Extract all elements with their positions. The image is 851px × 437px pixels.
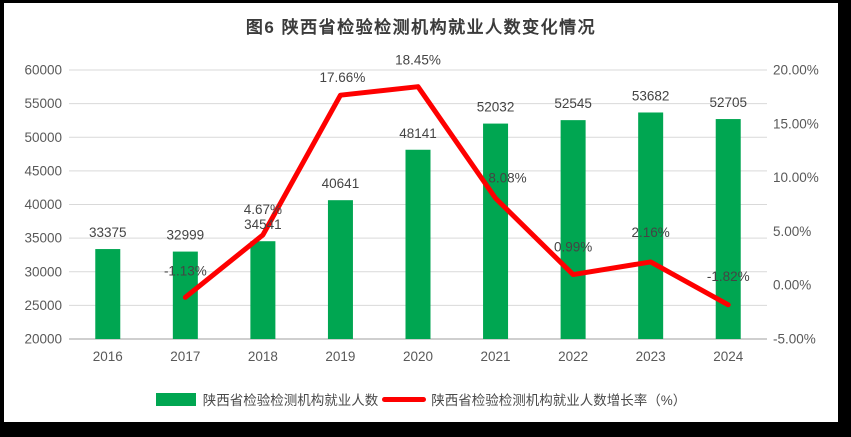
bar-series-swatch — [155, 392, 196, 406]
x-axis-category-label: 2019 — [325, 349, 355, 364]
right-axis-tick-label: 0.00% — [773, 278, 811, 293]
bar-2020 — [405, 149, 431, 339]
right-axis-tick-label: 20.00% — [773, 63, 819, 78]
legend-label-employment: 陕西省检验检测机构就业人数 — [202, 393, 379, 408]
growth-rate-line — [182, 84, 731, 308]
bar-2023 — [638, 112, 664, 339]
x-axis-category-label: 2020 — [403, 349, 433, 364]
rate-value-label: -1.13% — [164, 263, 207, 278]
rate-value-label: -1.82% — [707, 269, 750, 284]
rate-value-label: 8.08% — [488, 170, 526, 185]
x-axis-category-label: 2023 — [636, 349, 666, 364]
x-axis-category-label: 2021 — [481, 349, 511, 364]
chart-canvas: 图6 陕西省检验检测机构就业人数变化情况 60000 55000 50000 4500… — [4, 3, 838, 422]
left-axis-tick-label: 50000 — [24, 130, 62, 145]
x-axis-category-label: 2018 — [248, 349, 278, 364]
bar-2022 — [560, 120, 586, 339]
combo-chart-plot-area: 60000 55000 50000 45000 40000 35000 30000 25000… — [24, 53, 819, 364]
left-axis-tick-label: 45000 — [24, 163, 62, 178]
bar-2021 — [483, 123, 509, 339]
rate-value-label: 2.16% — [632, 225, 670, 240]
rate-value-label: 0.99% — [554, 240, 592, 255]
bar-value-label: 53682 — [632, 88, 670, 103]
bar-2019 — [327, 200, 353, 339]
bar-value-label: 33375 — [89, 225, 127, 240]
x-axis-category-label: 2017 — [170, 349, 200, 364]
rate-value-label: 4.67% — [244, 202, 282, 217]
bar-value-label: 40641 — [322, 176, 360, 191]
bar-value-label: 52032 — [477, 100, 515, 115]
right-axis-tick-label: -5.00% — [773, 332, 816, 347]
left-axis-tick-label: 20000 — [24, 332, 62, 347]
left-axis-tick-label: 40000 — [24, 197, 62, 212]
right-axis-tick-label: 15.00% — [773, 116, 819, 131]
legend-label-growth-rate: 陕西省检验检测机构就业人数增长率（%） — [431, 393, 687, 408]
rate-value-label: 17.66% — [320, 70, 366, 85]
bar-value-label: 52545 — [554, 96, 592, 111]
left-axis-tick-label: 55000 — [24, 96, 62, 111]
rate-value-label: 18.45% — [395, 53, 441, 68]
line-series-swatch — [382, 396, 427, 402]
bar-value-label: 34541 — [244, 217, 282, 232]
right-axis-tick-label: 5.00% — [773, 224, 811, 239]
left-axis-tick-label: 35000 — [24, 231, 62, 246]
left-axis-tick-label: 25000 — [24, 298, 62, 313]
x-axis-category-label: 2022 — [558, 349, 588, 364]
left-axis-tick-label: 60000 — [24, 63, 62, 78]
bar-value-label: 52705 — [709, 95, 747, 110]
left-axis-tick-label: 30000 — [24, 264, 62, 279]
bar-2018 — [250, 241, 276, 339]
chart-title: 图6 陕西省检验检测机构就业人数变化情况 — [245, 18, 597, 37]
legend-item-employment: 陕西省检验检测机构就业人数 — [155, 389, 379, 409]
x-axis-category-label: 2024 — [713, 349, 744, 364]
bar-2016 — [95, 249, 121, 339]
x-axis-category-label: 2016 — [93, 349, 123, 364]
chart-legend: 陕西省检验检测机构就业人数 陕西省检验检测机构就业人数增长率（%） — [4, 389, 838, 409]
bar-value-label: 32999 — [167, 228, 205, 243]
bar-value-label: 48141 — [399, 126, 437, 141]
right-axis-tick-label: 10.00% — [773, 170, 819, 185]
legend-item-growth-rate: 陕西省检验检测机构就业人数增长率（%） — [382, 389, 686, 409]
